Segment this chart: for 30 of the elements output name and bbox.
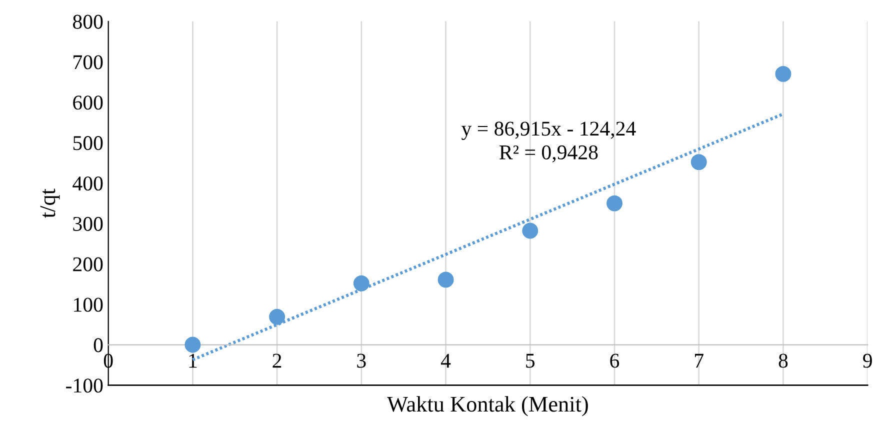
y-tick-label: 200 <box>73 257 103 272</box>
y-tick-label: 600 <box>73 96 103 110</box>
point <box>269 308 286 325</box>
x-tick-label: 7 <box>695 354 704 368</box>
y-tick-label: 300 <box>73 216 103 231</box>
point <box>438 272 454 288</box>
y-tick-label: -100 <box>66 378 103 393</box>
point <box>606 195 622 212</box>
annotation: y = 86,915x - 124,24 <box>461 122 636 140</box>
y-tick-label: 0 <box>94 338 103 352</box>
x-tick-label: 9 <box>863 354 872 368</box>
y-axis-title: t/qt <box>40 188 60 218</box>
x-tick-label: 3 <box>357 354 366 368</box>
point <box>775 66 792 82</box>
x-tick-label: 5 <box>526 354 535 368</box>
x-tick-label: 2 <box>272 354 282 368</box>
point <box>690 154 707 170</box>
annotation: R² = 0,9428 <box>499 145 598 162</box>
x-axis-title: Waktu Kontak (Menit) <box>387 396 588 416</box>
x-tick-label: 4 <box>440 354 451 368</box>
y-tick-label: 400 <box>72 176 103 191</box>
y-tick-label: 100 <box>74 298 103 312</box>
point <box>184 336 201 353</box>
x-tick-label: 8 <box>778 354 788 368</box>
point <box>353 275 370 292</box>
x-tick-label: 6 <box>610 354 620 368</box>
y-tick-label: 800 <box>73 14 103 29</box>
point <box>522 222 538 239</box>
y-tick-label: 500 <box>73 136 103 150</box>
y-tick-label: 700 <box>74 55 103 70</box>
